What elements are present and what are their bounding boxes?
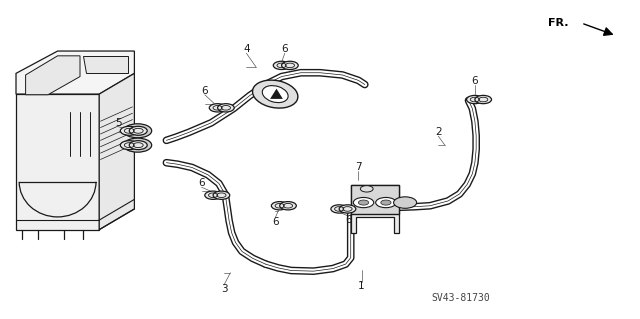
Text: FR.: FR. bbox=[548, 18, 568, 28]
Text: 6: 6 bbox=[198, 178, 205, 189]
Circle shape bbox=[273, 61, 290, 70]
Circle shape bbox=[218, 104, 234, 112]
Circle shape bbox=[205, 191, 221, 199]
Circle shape bbox=[120, 141, 138, 150]
Polygon shape bbox=[83, 56, 128, 73]
Circle shape bbox=[358, 200, 369, 205]
Circle shape bbox=[353, 197, 374, 208]
Text: 6: 6 bbox=[472, 76, 478, 86]
Circle shape bbox=[120, 126, 138, 135]
Circle shape bbox=[376, 197, 396, 208]
Circle shape bbox=[331, 205, 348, 213]
Circle shape bbox=[339, 205, 356, 213]
Circle shape bbox=[124, 124, 152, 138]
Polygon shape bbox=[16, 94, 99, 230]
Text: 6: 6 bbox=[282, 44, 288, 55]
Text: 6: 6 bbox=[272, 217, 278, 227]
Ellipse shape bbox=[253, 80, 298, 108]
Circle shape bbox=[213, 191, 230, 199]
Polygon shape bbox=[351, 185, 399, 214]
Circle shape bbox=[124, 138, 152, 152]
Text: 2: 2 bbox=[435, 127, 442, 137]
Text: 5: 5 bbox=[115, 118, 122, 128]
Circle shape bbox=[360, 186, 373, 192]
Circle shape bbox=[467, 95, 483, 104]
Circle shape bbox=[282, 61, 298, 70]
Circle shape bbox=[129, 126, 147, 135]
Polygon shape bbox=[16, 51, 134, 94]
Polygon shape bbox=[26, 56, 80, 95]
Circle shape bbox=[280, 202, 296, 210]
Circle shape bbox=[475, 95, 492, 104]
Polygon shape bbox=[351, 185, 399, 233]
Text: 7: 7 bbox=[355, 162, 362, 173]
Circle shape bbox=[381, 200, 391, 205]
Text: SV43-81730: SV43-81730 bbox=[431, 293, 490, 303]
Polygon shape bbox=[99, 73, 134, 230]
Circle shape bbox=[271, 202, 288, 210]
Text: 6: 6 bbox=[346, 215, 352, 225]
Text: 4: 4 bbox=[243, 44, 250, 55]
Circle shape bbox=[131, 142, 144, 148]
Polygon shape bbox=[270, 89, 283, 99]
Circle shape bbox=[129, 141, 147, 150]
Circle shape bbox=[209, 104, 226, 112]
Circle shape bbox=[131, 128, 144, 134]
Circle shape bbox=[394, 197, 417, 208]
Text: 6: 6 bbox=[202, 86, 208, 96]
Text: 1: 1 bbox=[358, 280, 365, 291]
Text: 3: 3 bbox=[221, 284, 227, 294]
Ellipse shape bbox=[262, 85, 288, 103]
